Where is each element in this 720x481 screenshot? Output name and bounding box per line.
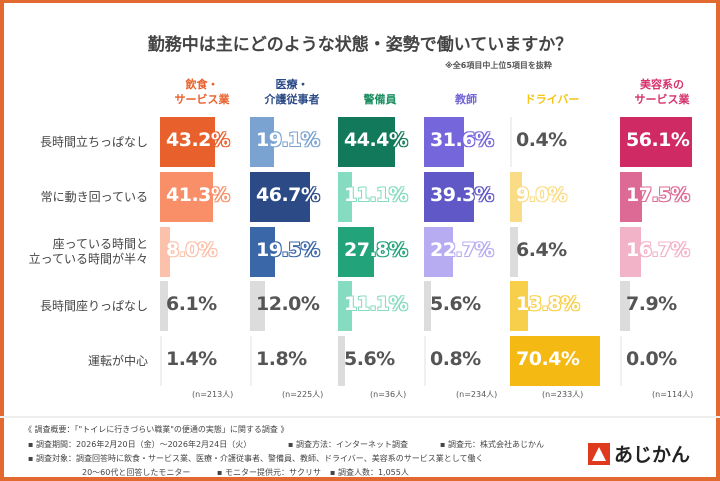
data-label: 22.7% [430, 239, 494, 261]
data-label: 16.7% [626, 239, 690, 261]
data-label: 56.1% [626, 129, 690, 151]
series-header: 美容系の サービス業 [634, 78, 690, 106]
data-label: 1.8% [256, 348, 307, 370]
series-header: 飲食・ サービス業 [174, 78, 230, 106]
row-label: 運転が中心 [87, 353, 148, 368]
bar [510, 281, 528, 331]
bar [160, 281, 168, 331]
sample-size: (n=234人) [456, 390, 498, 399]
data-label: 44.4% [344, 129, 408, 151]
bar [250, 172, 310, 222]
bar [620, 336, 622, 386]
sample-size: (n=233人) [542, 390, 584, 399]
data-label: 17.5% [626, 184, 690, 206]
data-label: 11.1% [344, 293, 408, 315]
bar [338, 336, 346, 386]
bar [338, 281, 353, 331]
bar [510, 227, 519, 277]
data-label: 11.1% [344, 184, 408, 206]
series-header: ドライバー [524, 93, 580, 106]
bar [250, 336, 253, 386]
ajikan-logo: あじかん [588, 440, 690, 467]
survey-count: ▪ 調査人数：1,055人 [330, 468, 409, 477]
chart-note: ※全6項目中上位5項目を抜粋 [445, 61, 552, 70]
bar [250, 227, 275, 277]
data-label: 0.8% [430, 348, 481, 370]
data-label: 9.0% [516, 184, 567, 206]
data-label: 1.4% [166, 348, 217, 370]
survey-footer: 《 調査概要：「"トイレに行きづらい職業"の便通の実態」に関する調査 》 ▪ 調… [0, 416, 720, 481]
data-label: 41.3% [166, 184, 230, 206]
chart-title: 勤務中は主にどのような状態・姿勢で働いていますか？ [147, 35, 573, 55]
data-label: 27.8% [344, 239, 408, 261]
sample-size: (n=114人) [652, 390, 694, 399]
row-label: 常に動き回っている [40, 189, 148, 204]
series-header: 警備員 [363, 93, 397, 106]
data-label: 13.8% [516, 293, 580, 315]
data-label: 8.0% [166, 239, 217, 261]
data-label: 12.0% [256, 293, 320, 315]
bar [160, 227, 171, 277]
bar [338, 227, 374, 277]
data-label: 46.7% [256, 184, 320, 206]
bar [424, 227, 454, 277]
bar [620, 117, 692, 167]
bar [620, 172, 643, 222]
bar [160, 117, 216, 167]
bar [338, 172, 353, 222]
survey-method: ▪ 調査方法：インターネット調査 [288, 440, 408, 449]
data-label: 6.4% [516, 239, 567, 261]
bar [424, 281, 432, 331]
data-label: 70.4% [516, 348, 580, 370]
data-label: 0.0% [626, 348, 677, 370]
survey-provider: ▪ モニター提供元：サクリサ [217, 468, 321, 477]
bar [620, 227, 642, 277]
logo-text: あじかん [614, 444, 691, 466]
survey-target-age: 20〜60代と回答したモニター [82, 468, 191, 477]
sample-size: (n=213人) [192, 390, 234, 399]
data-label: 39.3% [430, 184, 494, 206]
data-label: 19.5% [256, 239, 320, 261]
row-label: 長時間立ちっぱなし [39, 134, 148, 149]
series-header: 医療・ 介護従事者 [264, 78, 320, 106]
series-header: 教師 [455, 93, 477, 106]
data-label: 6.1% [166, 293, 217, 315]
bar [160, 172, 213, 222]
logo-mark-icon [588, 442, 610, 465]
survey-org: ▪ 調査元：株式会社あじかん [440, 440, 544, 449]
data-label: 5.6% [430, 293, 481, 315]
survey-heading: 《 調査概要：「"トイレに行きづらい職業"の便通の実態」に関する調査 》 [24, 425, 289, 434]
data-label: 19.1% [256, 129, 320, 151]
sample-size: (n=225人) [282, 390, 324, 399]
bar [510, 172, 522, 222]
data-label: 31.6% [430, 129, 494, 151]
survey-period: ▪ 調査期間：2026年2月20日（金）〜2026年2月24日（火） [28, 440, 252, 449]
bar [424, 172, 475, 222]
data-label: 5.6% [344, 348, 395, 370]
bar [620, 281, 631, 331]
row-label: 座っている時間と 立っている時間が半々 [28, 237, 148, 266]
bar [250, 281, 266, 331]
bar [250, 117, 275, 167]
data-label: 0.4% [516, 129, 567, 151]
bar [424, 336, 426, 386]
data-label: 7.9% [626, 293, 677, 315]
bar [338, 117, 395, 167]
survey-target: ▪ 調査対象：調査回答時に飲食・サービス業、医療・介護従事者、警備員、教師、ドラ… [28, 454, 484, 463]
row-label: 長時間座りっぱなし [39, 298, 148, 313]
bar [424, 117, 465, 167]
bar [510, 336, 601, 386]
bar [510, 117, 512, 167]
data-label: 43.2% [166, 129, 230, 151]
bar [160, 336, 162, 386]
sample-size: (n=36人) [370, 390, 407, 399]
